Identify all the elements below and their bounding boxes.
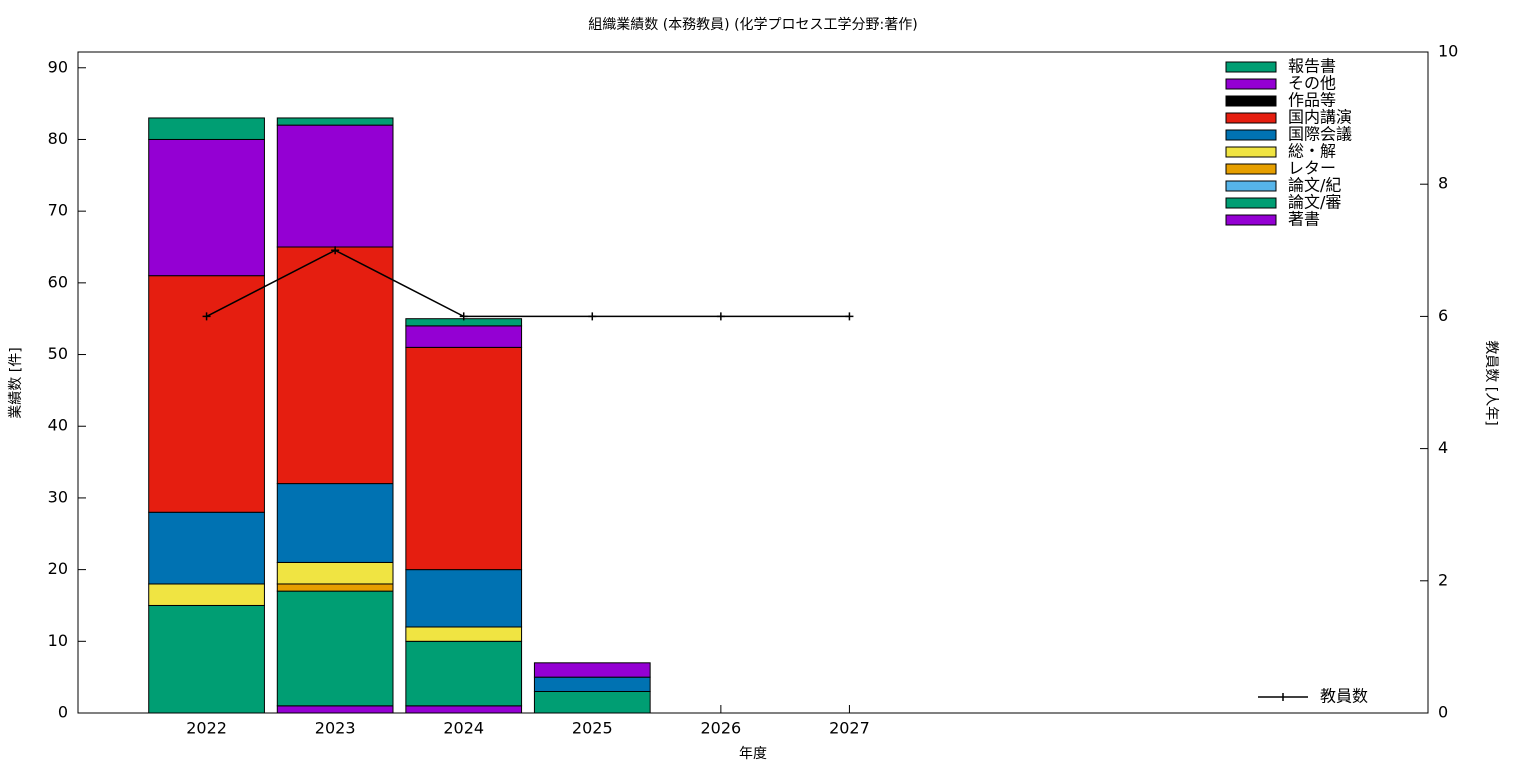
legend-swatch xyxy=(1225,112,1277,124)
bar-segment xyxy=(148,138,265,277)
legend-swatch xyxy=(1225,214,1277,226)
bar-segment xyxy=(405,346,523,571)
legend-swatch xyxy=(1225,163,1277,175)
bar-segment xyxy=(276,561,394,585)
bar-segment xyxy=(276,705,394,714)
legend-label: 報告書 xyxy=(1288,57,1336,76)
legend-label: 作品等 xyxy=(1288,91,1336,110)
legend-swatch xyxy=(1225,95,1277,107)
bar-segment xyxy=(405,705,523,714)
legend-swatch xyxy=(1225,61,1277,73)
line-point xyxy=(588,312,597,321)
legend-swatch xyxy=(1225,180,1277,192)
line-point xyxy=(716,312,725,321)
x-tick-label: 2022 xyxy=(186,719,227,738)
line-point xyxy=(331,246,340,255)
bar-segment xyxy=(148,604,265,714)
x-tick-label: 2023 xyxy=(315,719,356,738)
bar-segment xyxy=(276,117,394,126)
y2-tick-label: 2 xyxy=(1438,570,1448,589)
x-tick-label: 2026 xyxy=(700,719,741,738)
line-point xyxy=(845,312,854,321)
legend-label: 論文/紀 xyxy=(1288,176,1341,195)
line-point xyxy=(459,312,468,321)
chart-title: 組織業績数 (本務教員) (化学プロセス工学分野:著作) xyxy=(588,17,917,33)
legend-swatch xyxy=(1225,78,1277,90)
y-tick-label: 0 xyxy=(58,703,68,722)
y-tick-label: 30 xyxy=(48,487,68,506)
bar-segment xyxy=(533,662,651,678)
y2-tick-label: 0 xyxy=(1438,703,1448,722)
legend-label: レター xyxy=(1288,159,1336,178)
y-tick-label: 70 xyxy=(48,201,68,220)
y2-tick-label: 4 xyxy=(1438,438,1448,457)
x-tick-label: 2024 xyxy=(443,719,484,738)
y2-tick-label: 10 xyxy=(1438,42,1458,61)
legend-swatch xyxy=(1225,129,1277,141)
bar-segment xyxy=(533,676,651,692)
y-tick-label: 90 xyxy=(48,57,68,76)
y-tick-label: 10 xyxy=(48,631,68,650)
bar-segment xyxy=(276,583,394,592)
bar-segment xyxy=(405,626,523,642)
bar-segment xyxy=(148,511,265,585)
y2-tick-label: 6 xyxy=(1438,306,1448,325)
legend-swatch xyxy=(1225,197,1277,209)
legend-swatch xyxy=(1225,146,1277,158)
bar-segment xyxy=(276,483,394,563)
bar-segment xyxy=(148,117,265,140)
legend-label: 教員数 xyxy=(1320,687,1368,706)
line xyxy=(206,249,850,318)
y-tick-label: 60 xyxy=(48,272,68,291)
legend-label: 国際会議 xyxy=(1288,125,1352,144)
x-tick-label: 2025 xyxy=(572,719,613,738)
bar-segment xyxy=(405,325,523,348)
y2-tick-label: 8 xyxy=(1438,174,1448,193)
y-tick-label: 40 xyxy=(48,416,68,435)
bar-segment xyxy=(533,690,651,714)
bar-segment xyxy=(276,124,394,248)
y-tick-label: 20 xyxy=(48,559,68,578)
bar-segment xyxy=(148,275,265,513)
x-axis-label: 年度 xyxy=(739,746,767,762)
bar-segment xyxy=(148,583,265,606)
bar-segment xyxy=(276,246,394,485)
y2-axis-label: 教員数 [人年] xyxy=(1483,340,1499,425)
line-point xyxy=(202,312,211,321)
bar-segment xyxy=(405,640,523,707)
y-axis-label: 業績数 [件] xyxy=(8,347,24,418)
legend-label: 国内講演 xyxy=(1288,108,1352,127)
legend-label: 総・解 xyxy=(1288,142,1336,161)
y-tick-label: 80 xyxy=(48,129,68,148)
x-tick-label: 2027 xyxy=(829,719,870,738)
legend-label: その他 xyxy=(1288,74,1336,93)
bar-segment xyxy=(276,590,394,707)
plot-frame xyxy=(77,51,1429,714)
bar-segment xyxy=(405,569,523,628)
y-tick-label: 50 xyxy=(48,344,68,363)
legend-label: 著書 xyxy=(1288,210,1320,229)
legend-label: 論文/審 xyxy=(1288,193,1341,212)
